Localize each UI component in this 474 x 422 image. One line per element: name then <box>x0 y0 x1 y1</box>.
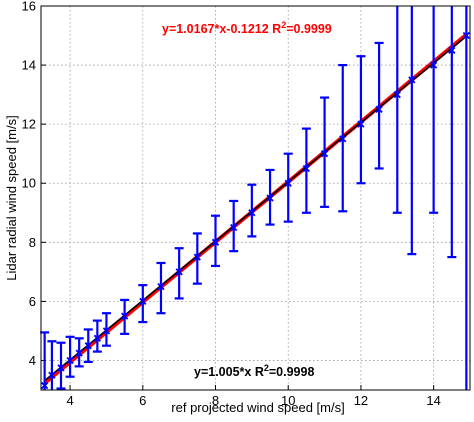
red-fit-annotation: y=1.0167*x-0.1212 R2=0.9999 <box>162 20 332 36</box>
y-tick-label: 12 <box>22 117 36 132</box>
data-point-marker <box>408 76 416 84</box>
data-point-marker <box>248 209 256 217</box>
x-tick-label: 10 <box>281 393 295 408</box>
y-tick-label: 14 <box>22 58 36 73</box>
data-point-marker <box>462 31 471 40</box>
y-tick-label: 4 <box>29 353 36 368</box>
data-point-marker <box>302 164 311 173</box>
data-point-marker <box>157 282 165 291</box>
data-markers <box>40 31 471 390</box>
data-point-marker <box>266 194 274 202</box>
x-tick-labels: 4 6 8 10 12 14 <box>66 393 440 408</box>
x-tick-label: 6 <box>139 393 146 408</box>
x-tick-label: 12 <box>354 393 368 408</box>
data-point-marker <box>375 105 383 114</box>
data-point-marker <box>320 150 329 158</box>
error-bars <box>40 6 468 390</box>
data-point-marker <box>57 364 65 372</box>
x-tick-label: 14 <box>426 393 440 408</box>
data-point-marker <box>48 371 56 379</box>
data-point-marker <box>357 120 365 128</box>
data-point-marker <box>430 61 438 69</box>
data-point-marker <box>175 268 183 276</box>
data-point-marker <box>120 312 129 320</box>
data-point-marker <box>284 179 292 187</box>
y-tick-label: 6 <box>29 294 36 309</box>
data-point-marker <box>66 356 74 365</box>
data-point-marker <box>75 349 83 357</box>
plot-frame <box>40 5 471 391</box>
y-axis-label: Lidar radial wind speed [m/s] <box>4 115 19 280</box>
data-point-marker <box>193 253 201 261</box>
data-point-marker <box>339 135 347 143</box>
x-tick-label: 8 <box>212 393 219 408</box>
data-point-marker <box>139 297 147 306</box>
black-fit-annotation: y=1.005*x R2=0.9998 <box>194 363 314 379</box>
y-tick-label: 16 <box>22 0 36 14</box>
data-point-marker <box>230 223 238 232</box>
y-tick-labels: 4 6 8 10 12 14 16 <box>22 0 36 368</box>
data-point-marker <box>448 46 456 54</box>
data-point-marker <box>393 90 401 99</box>
data-point-marker <box>40 381 49 390</box>
data-point-marker <box>211 238 220 246</box>
data-point-marker <box>102 327 111 335</box>
x-axis-label: ref projected wind speed [m/s] <box>171 400 344 415</box>
y-tick-label: 8 <box>29 235 36 250</box>
x-tick-label: 4 <box>66 393 73 408</box>
data-point-marker <box>84 342 92 350</box>
y-tick-label: 10 <box>22 176 36 191</box>
data-point-marker <box>93 334 101 342</box>
